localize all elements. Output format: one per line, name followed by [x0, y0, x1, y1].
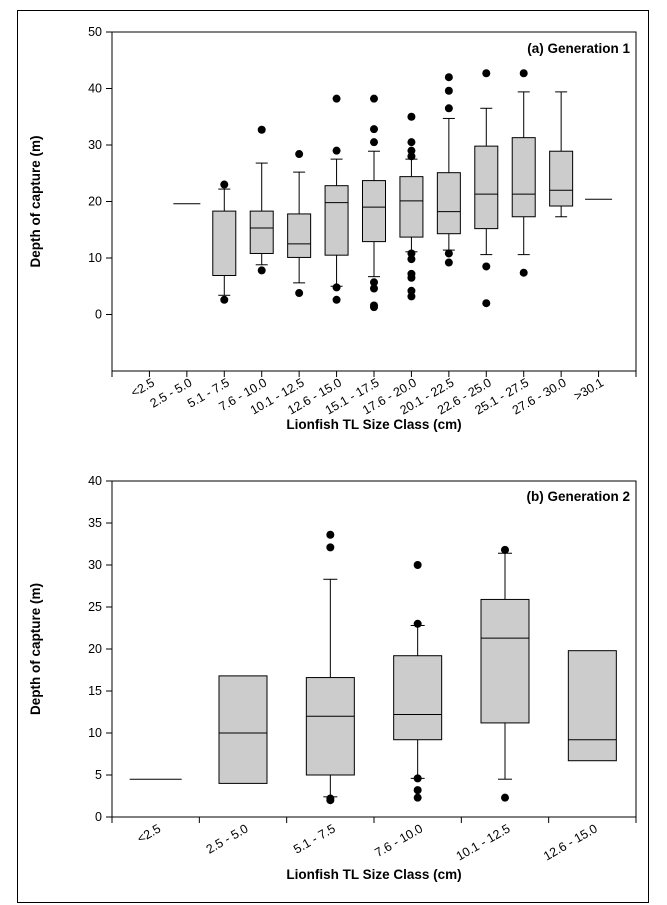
y-tick-label: 40 [88, 474, 102, 488]
box [305, 677, 355, 776]
outlier-point [413, 774, 422, 783]
outlier-point [326, 543, 335, 552]
outlier-point [407, 146, 416, 155]
outlier-point [220, 180, 229, 189]
box [324, 185, 349, 256]
y-tick-label: 50 [88, 25, 102, 39]
outlier-point [295, 150, 304, 159]
x-axis-title: Lionfish TL Size Class (cm) [286, 417, 461, 432]
outlier-point [519, 268, 528, 277]
panel-title: (b) Generation 2 [526, 489, 630, 504]
outlier-point [519, 69, 528, 78]
outlier-point [482, 262, 491, 271]
figure-frame [17, 10, 649, 903]
outlier-point [370, 301, 378, 310]
y-tick-label: 20 [88, 642, 102, 656]
outlier-point [370, 278, 378, 287]
outlier-point [220, 295, 229, 304]
outlier-point [407, 292, 416, 301]
outlier-point [501, 545, 509, 554]
x-tick-label: 10.1 - 12.5 [454, 821, 513, 863]
outlier-point [326, 530, 335, 539]
outlier-point [407, 269, 416, 278]
outlier-point [413, 619, 422, 628]
y-tick-label: 35 [88, 516, 102, 530]
outlier-point [332, 283, 341, 292]
x-tick-label: 12.6 - 15.0 [541, 821, 600, 863]
x-tick-label: 7.6 - 10.0 [372, 821, 425, 860]
outlier-point [257, 125, 266, 134]
outlier-point [295, 289, 304, 298]
x-tick-label: 2.5 - 5.0 [148, 375, 195, 410]
outlier-point [370, 284, 378, 293]
y-tick-label: 5 [95, 768, 102, 782]
x-tick-label: 5.1 - 7.5 [291, 821, 338, 856]
panel-title: (a) Generation 1 [527, 41, 630, 56]
box [218, 675, 268, 784]
box [399, 176, 424, 238]
x-tick-label: 2.5 - 5.0 [204, 821, 251, 856]
y-tick-label: 0 [95, 308, 102, 322]
outlier-point [413, 561, 422, 569]
box [436, 172, 461, 235]
outlier-point [482, 69, 491, 78]
outlier-point [370, 125, 378, 134]
outlier-point [370, 94, 378, 103]
y-axis-title: Depth of capture (m) [28, 135, 43, 267]
outlier-point [407, 249, 416, 258]
outlier-point [444, 249, 453, 258]
outlier-point [413, 793, 422, 802]
outlier-point [407, 112, 416, 121]
x-axis-title: Lionfish TL Size Class (cm) [286, 867, 461, 882]
box [511, 137, 536, 218]
outlier-point [407, 138, 416, 147]
y-tick-label: 0 [95, 810, 102, 824]
plot-area-frame [111, 480, 637, 818]
y-tick-label: 15 [88, 684, 102, 698]
box [393, 655, 443, 741]
outlier-point [326, 794, 335, 803]
y-tick-label: 25 [88, 600, 102, 614]
outlier-point [444, 104, 453, 113]
outlier-point [257, 266, 266, 275]
x-tick-label: >30.1 [572, 375, 606, 403]
outlier-point [407, 286, 416, 295]
box [362, 180, 386, 243]
outlier-point [370, 138, 378, 147]
y-tick-label: 10 [88, 251, 102, 265]
y-tick-label: 20 [88, 195, 102, 209]
outlier-point [332, 146, 341, 155]
outlier-point [444, 258, 453, 267]
box [549, 150, 574, 207]
outlier-point [482, 299, 491, 308]
y-tick-label: 30 [88, 558, 102, 572]
box [249, 210, 274, 254]
box [287, 213, 312, 258]
outlier-point [413, 786, 422, 795]
y-tick-label: 30 [88, 138, 102, 152]
box [474, 145, 499, 230]
y-tick-label: 10 [88, 726, 102, 740]
outlier-point [501, 793, 509, 802]
y-tick-label: 40 [88, 82, 102, 96]
x-tick-label: <2.5 [135, 821, 163, 845]
box [212, 210, 237, 277]
box [567, 650, 617, 762]
chart-panel-2: 0 5 10 15 20 25 30 35 40 <2.5 2.5 - 5.0 5.1 - 7.5 7.… [28, 474, 637, 882]
outlier-point [407, 152, 416, 161]
box [480, 598, 530, 724]
y-axis-title: Depth of capture (m) [28, 583, 43, 715]
outlier-point [332, 295, 341, 304]
outlier-point [444, 86, 453, 95]
outlier-point [332, 94, 341, 103]
outlier-point [444, 73, 453, 82]
outlier-point [407, 255, 416, 264]
